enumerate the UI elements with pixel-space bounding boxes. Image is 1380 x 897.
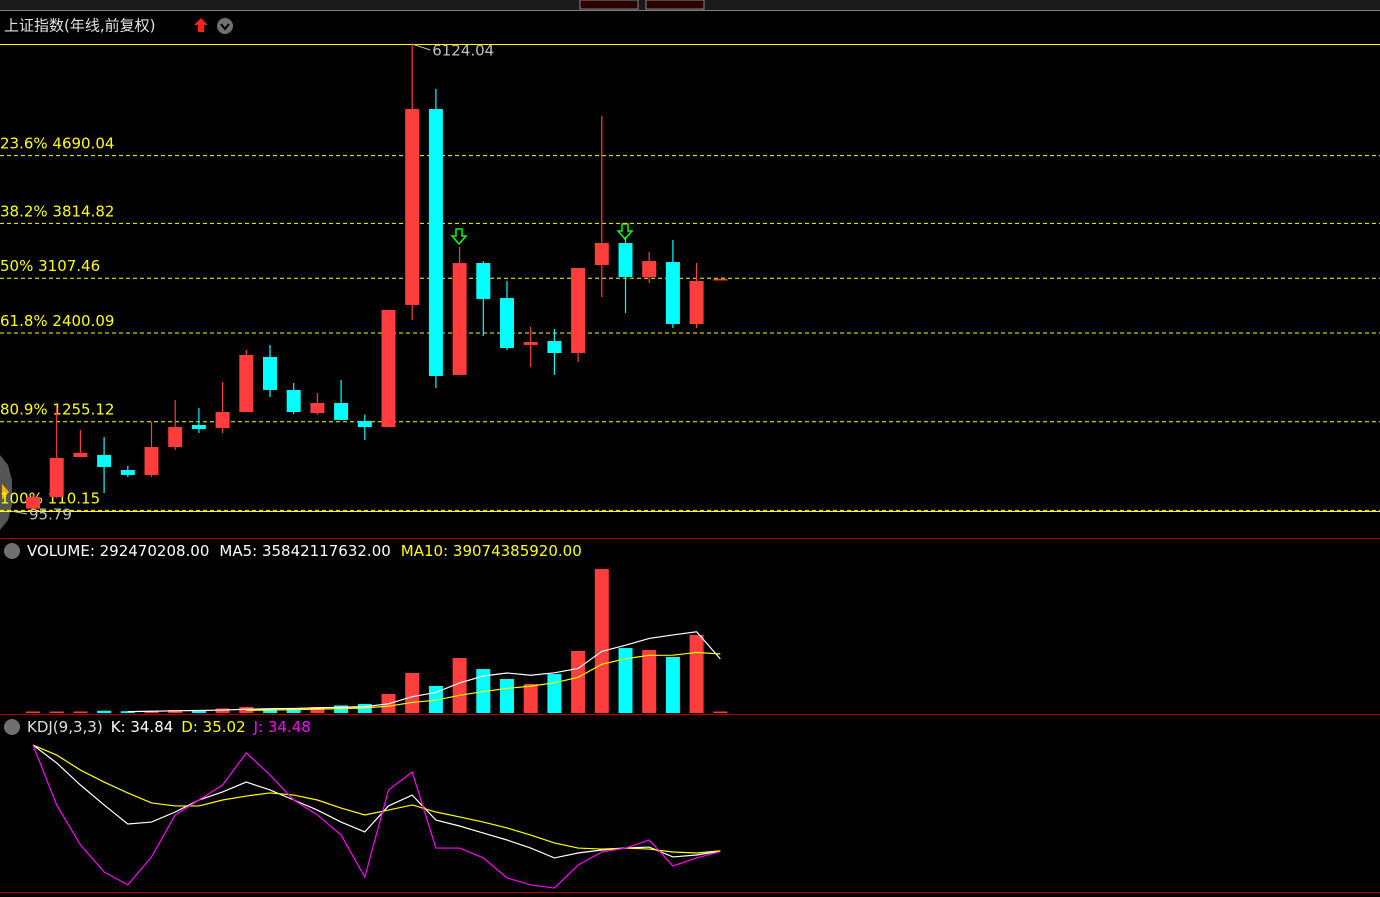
candle-body xyxy=(73,452,88,457)
candle-body xyxy=(713,278,728,281)
candle-body xyxy=(357,420,372,428)
candle-body xyxy=(381,309,396,428)
volume-bar xyxy=(523,684,538,713)
volume-bar xyxy=(334,705,349,713)
menu-icon[interactable] xyxy=(217,18,233,34)
legend-entry: VOLUME: 292470208.00 xyxy=(27,542,209,560)
menu-tab[interactable] xyxy=(579,0,639,10)
candle-body xyxy=(49,457,64,497)
candle-body xyxy=(97,454,112,467)
legend-entry: D: 35.02 xyxy=(181,718,245,736)
volume-bar xyxy=(642,650,657,713)
candle-body xyxy=(452,263,467,375)
candle-body xyxy=(239,354,254,412)
level-label: 23.6% 4690.04 xyxy=(0,135,114,153)
candle-body xyxy=(500,298,514,348)
rights-icon[interactable] xyxy=(194,18,208,32)
candle-body xyxy=(476,263,491,299)
volume-bar xyxy=(689,634,704,713)
volume-bar xyxy=(500,679,514,713)
candle-body xyxy=(428,108,443,376)
ma-line xyxy=(246,651,721,712)
kdj-line xyxy=(32,744,721,889)
volume-bar xyxy=(120,711,135,713)
candle-body xyxy=(689,280,704,324)
volume-bar xyxy=(357,703,372,713)
menu-icon-arrow xyxy=(220,23,230,31)
level-label: 100% 110.15 xyxy=(0,489,100,507)
candle-body xyxy=(571,267,586,354)
candle-body xyxy=(26,496,40,509)
candle-body xyxy=(310,402,325,413)
volume-bar xyxy=(215,708,230,713)
high-label: 6124.04 xyxy=(432,42,494,60)
candle-body xyxy=(168,427,183,447)
legend-entry: K: 34.84 xyxy=(111,718,174,736)
candle-body xyxy=(642,260,657,278)
volume-bar xyxy=(405,672,420,713)
ma-line xyxy=(127,631,721,713)
volume-bar xyxy=(97,710,112,713)
signal-arrow xyxy=(616,223,634,241)
level-label: 38.2% 3814.82 xyxy=(0,202,114,220)
candle-body xyxy=(263,356,277,390)
legend-title: KDJ(9,3,3) xyxy=(27,718,103,736)
candle-body xyxy=(144,446,159,475)
signal-arrow xyxy=(450,228,468,246)
kdj-line xyxy=(32,744,721,854)
kdj-line xyxy=(32,744,721,859)
volume-bar xyxy=(713,711,728,713)
candle-body xyxy=(618,243,633,278)
candle-body xyxy=(191,424,206,430)
legend-entry: MA5: 35842117632.00 xyxy=(219,542,390,560)
volume-legend: VOLUME: 292470208.00 MA5: 35842117632.00 M… xyxy=(27,542,582,560)
indicator-menu-icon[interactable] xyxy=(4,543,20,559)
low-pointer xyxy=(10,510,28,515)
legend-entry: J: 34.48 xyxy=(253,718,311,736)
candle-body xyxy=(334,402,349,420)
candle-body xyxy=(547,341,562,354)
volume-bar xyxy=(665,656,680,713)
volume-bar xyxy=(191,709,206,713)
level-label: 50% 3107.46 xyxy=(0,257,100,275)
kdj-legend: KDJ(9,3,3) K: 34.84 D: 35.02 J: 34.48 xyxy=(27,718,311,736)
menu-tab[interactable] xyxy=(645,0,705,10)
candle-body xyxy=(665,261,680,324)
candle-body xyxy=(120,470,135,475)
candle-body xyxy=(215,411,230,429)
candle-body xyxy=(594,243,609,266)
level-label: 61.8% 2400.09 xyxy=(0,312,114,330)
volume-bar xyxy=(168,709,183,713)
side-button-arrow xyxy=(2,484,9,500)
volume-bar xyxy=(594,568,609,713)
low-label: 95.79 xyxy=(29,506,72,524)
legend-entry: MA10: 39074385920.00 xyxy=(401,542,582,560)
volume-bar xyxy=(263,708,277,713)
volume-bar xyxy=(286,708,301,713)
indicator-menu-icon[interactable] xyxy=(4,719,20,735)
candle-body xyxy=(523,342,538,345)
high-pointer xyxy=(412,43,431,51)
volume-bar xyxy=(571,650,586,713)
candle-body xyxy=(286,389,301,412)
volume-bar xyxy=(452,658,467,713)
volume-bar xyxy=(26,711,40,713)
volume-bar xyxy=(73,711,88,713)
volume-bar xyxy=(547,674,562,713)
chart-title: 上证指数(年线,前复权) xyxy=(4,17,155,35)
volume-bar xyxy=(310,706,325,713)
volume-bar xyxy=(618,648,633,713)
volume-bar xyxy=(49,711,64,713)
candle-body xyxy=(405,108,420,305)
